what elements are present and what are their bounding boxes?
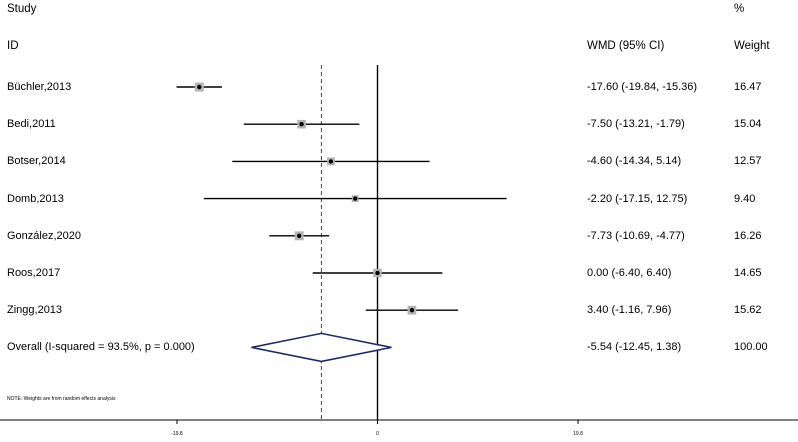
point-estimate: [353, 196, 358, 201]
study-ci-text: -17.60 (-19.84, -15.36): [587, 81, 698, 93]
x-tick-label: -19.8: [171, 431, 183, 437]
overall-label: Overall (I-squared = 93.5%, p = 0.000): [7, 341, 195, 354]
study-weight: 12.57: [734, 155, 762, 168]
study-label: Büchler,2013: [7, 81, 72, 93]
study-ci-text: -4.60 (-14.34, 5.14): [587, 155, 682, 168]
study-weight: 16.26: [734, 229, 762, 242]
study-label: González,2020: [7, 229, 81, 242]
study-label: Roos,2017: [7, 267, 61, 279]
study-ci-text: -2.20 (-17.15, 12.75): [587, 192, 688, 205]
study-ci-text: -7.73 (-10.69, -4.77): [587, 229, 685, 242]
study-ci-text: 0.00 (-6.40, 6.40): [587, 267, 672, 279]
point-estimate: [375, 270, 380, 276]
study-label: Botser,2014: [7, 155, 66, 168]
x-tick-label: 19.8: [573, 431, 583, 437]
study-ci-text: -7.50 (-13.21, -1.79): [587, 118, 685, 131]
weight-header: Weight: [734, 40, 770, 52]
id-header: ID: [7, 40, 19, 52]
point-estimate: [328, 159, 334, 164]
study-ci-text: 3.40 (-1.16, 7.96): [587, 304, 672, 317]
overall-ci-text: -5.54 (-12.45, 1.38): [587, 341, 682, 354]
overall-diamond: [251, 332, 392, 363]
effect-header: WMD (95% CI): [587, 40, 665, 52]
study-weight: 15.62: [734, 304, 762, 317]
percent-header: %: [734, 3, 745, 15]
point-estimate: [299, 122, 304, 127]
study-header: Study: [7, 3, 37, 15]
study-label: Zingg,2013: [7, 304, 63, 317]
point-estimate: [197, 84, 202, 90]
point-estimate: [297, 233, 302, 238]
study-label: Domb,2013: [7, 192, 64, 205]
overall-weight: 100.00: [734, 341, 768, 354]
study-label: Bedi,2011: [7, 118, 56, 131]
study-weight: 15.04: [734, 118, 762, 131]
x-tick-label: 0: [376, 431, 379, 437]
study-weight: 9.40: [734, 192, 756, 205]
study-weight: 16.47: [734, 81, 762, 93]
study-weight: 14.65: [734, 267, 762, 279]
weights-note: NOTE: Weights are from random effects an…: [7, 396, 116, 402]
point-estimate: [409, 308, 415, 313]
